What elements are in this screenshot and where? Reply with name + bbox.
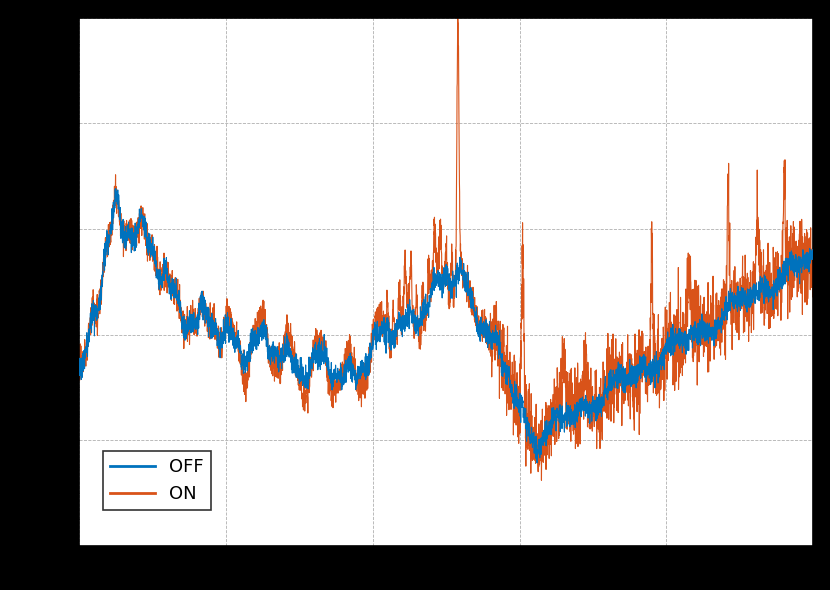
ON bbox=[536, 477, 546, 484]
OFF bbox=[75, 362, 85, 369]
ON bbox=[423, 268, 433, 276]
ON bbox=[786, 256, 796, 263]
Line: OFF: OFF bbox=[80, 189, 813, 463]
ON bbox=[749, 296, 759, 303]
Legend: OFF, ON: OFF, ON bbox=[103, 451, 211, 510]
Line: ON: ON bbox=[80, 18, 813, 480]
OFF bbox=[423, 304, 433, 311]
OFF bbox=[749, 297, 759, 304]
OFF bbox=[808, 248, 818, 255]
OFF bbox=[532, 460, 542, 467]
OFF bbox=[383, 317, 393, 324]
ON bbox=[388, 318, 398, 325]
OFF bbox=[389, 337, 399, 345]
ON bbox=[453, 14, 463, 21]
OFF bbox=[608, 378, 618, 385]
OFF bbox=[786, 255, 796, 263]
ON bbox=[75, 373, 85, 380]
ON bbox=[383, 299, 393, 306]
ON bbox=[808, 237, 818, 244]
OFF bbox=[110, 185, 120, 192]
ON bbox=[608, 330, 618, 337]
